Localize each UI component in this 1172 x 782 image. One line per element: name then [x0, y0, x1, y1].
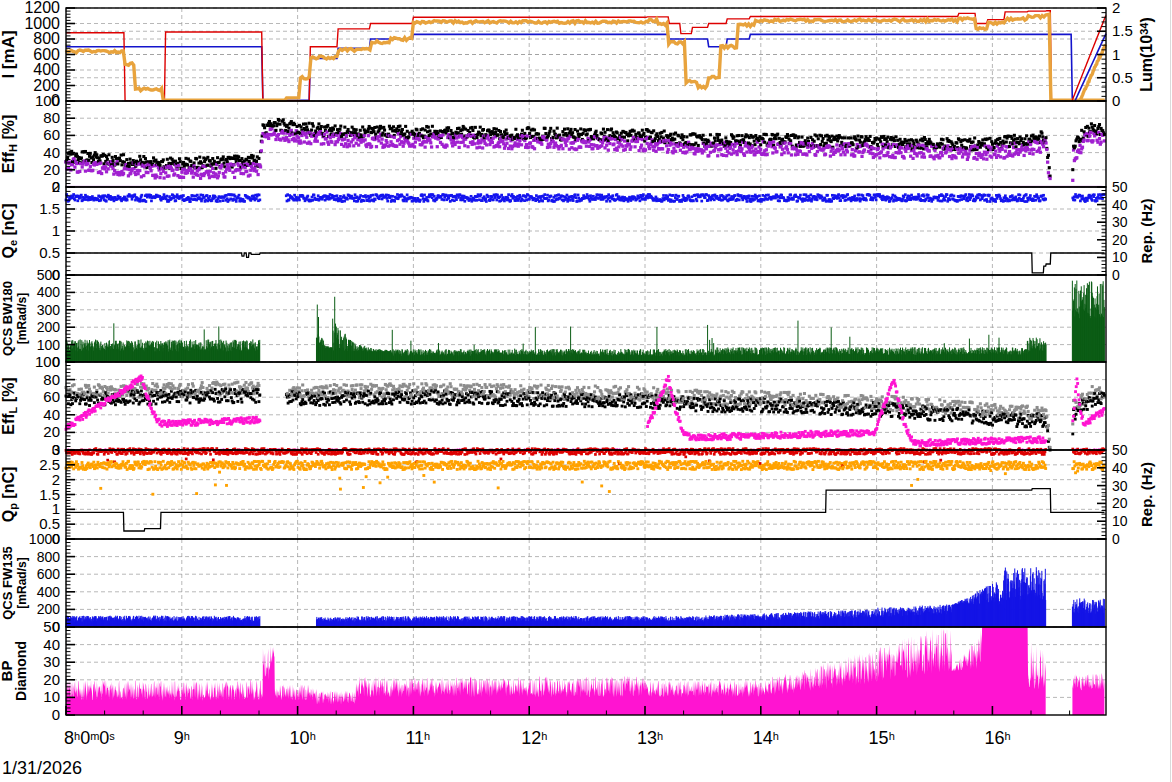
svg-text:0.5: 0.5	[39, 515, 60, 532]
svg-text:30: 30	[43, 653, 60, 670]
svg-text:I [mA]: I [mA]	[0, 30, 18, 78]
svg-text:100: 100	[35, 353, 60, 370]
svg-text:Qp [nC]: Qp [nC]	[0, 467, 19, 523]
svg-text:80: 80	[43, 371, 60, 388]
svg-text:1.5: 1.5	[39, 486, 60, 503]
svg-text:Rep. (Hz): Rep. (Hz)	[1138, 462, 1155, 527]
svg-text:1/31/2026: 1/31/2026	[2, 758, 82, 778]
svg-text:1: 1	[52, 222, 60, 239]
svg-text:0.5: 0.5	[39, 244, 60, 261]
svg-text:100: 100	[37, 337, 61, 353]
svg-text:1: 1	[1112, 46, 1120, 63]
svg-text:20: 20	[43, 671, 60, 688]
svg-text:2: 2	[52, 178, 60, 195]
svg-text:400: 400	[37, 284, 61, 300]
svg-text:60: 60	[43, 388, 60, 405]
svg-text:40: 40	[1112, 197, 1128, 213]
svg-text:0: 0	[52, 706, 60, 723]
svg-text:400: 400	[33, 61, 60, 78]
svg-text:1: 1	[52, 500, 60, 517]
svg-text:500: 500	[37, 267, 61, 283]
svg-text:3: 3	[52, 441, 60, 458]
svg-text:300: 300	[37, 302, 61, 318]
svg-text:EffH [%]: EffH [%]	[0, 115, 19, 174]
svg-text:400: 400	[37, 584, 61, 600]
svg-text:50: 50	[1112, 442, 1128, 458]
svg-text:0.5: 0.5	[1112, 69, 1133, 86]
svg-text:Rep. (Hz): Rep. (Hz)	[1138, 199, 1155, 264]
svg-text:30: 30	[1112, 214, 1128, 230]
svg-text:0: 0	[1112, 531, 1120, 547]
svg-text:600: 600	[37, 566, 61, 582]
svg-text:40: 40	[43, 636, 60, 653]
svg-text:20: 20	[1112, 495, 1128, 511]
svg-text:[mRad/s]: [mRad/s]	[15, 557, 29, 608]
svg-text:10: 10	[1112, 513, 1128, 529]
svg-text:20: 20	[43, 161, 60, 178]
svg-text:100: 100	[35, 92, 60, 109]
svg-text:40: 40	[43, 406, 60, 423]
svg-text:50: 50	[1112, 179, 1128, 195]
svg-text:0: 0	[1112, 92, 1120, 109]
svg-text:600: 600	[33, 46, 60, 63]
svg-text:2: 2	[52, 471, 60, 488]
svg-text:800: 800	[33, 30, 60, 47]
svg-text:60: 60	[43, 126, 60, 143]
svg-text:40: 40	[43, 144, 60, 161]
svg-text:800: 800	[37, 549, 61, 565]
svg-text:Diamond: Diamond	[13, 641, 29, 701]
svg-text:QCS FW135: QCS FW135	[0, 546, 15, 620]
svg-text:8h0m0s: 8h0m0s	[64, 728, 115, 748]
svg-text:1000: 1000	[29, 531, 60, 547]
svg-text:80: 80	[43, 109, 60, 126]
svg-text:1000: 1000	[24, 15, 60, 32]
svg-text:10: 10	[1112, 249, 1128, 265]
svg-text:QCS BW180: QCS BW180	[0, 281, 15, 356]
svg-text:200: 200	[33, 77, 60, 94]
svg-text:Qe [nC]: Qe [nC]	[0, 203, 19, 258]
svg-text:2: 2	[1112, 0, 1120, 16]
svg-text:[mRad/s]: [mRad/s]	[15, 293, 29, 344]
svg-text:1.5: 1.5	[1112, 22, 1133, 39]
svg-text:20: 20	[1112, 232, 1128, 248]
svg-text:40: 40	[1112, 460, 1128, 476]
svg-text:1.5: 1.5	[39, 200, 60, 217]
svg-text:200: 200	[37, 319, 61, 335]
svg-text:0: 0	[1112, 267, 1120, 283]
svg-text:2.5: 2.5	[39, 456, 60, 473]
svg-text:10: 10	[43, 688, 60, 705]
svg-text:20: 20	[43, 423, 60, 440]
svg-text:50: 50	[43, 618, 60, 635]
svg-text:1200: 1200	[24, 0, 60, 16]
svg-text:200: 200	[37, 601, 61, 617]
svg-text:EffL [%]: EffL [%]	[0, 377, 19, 434]
svg-text:30: 30	[1112, 478, 1128, 494]
